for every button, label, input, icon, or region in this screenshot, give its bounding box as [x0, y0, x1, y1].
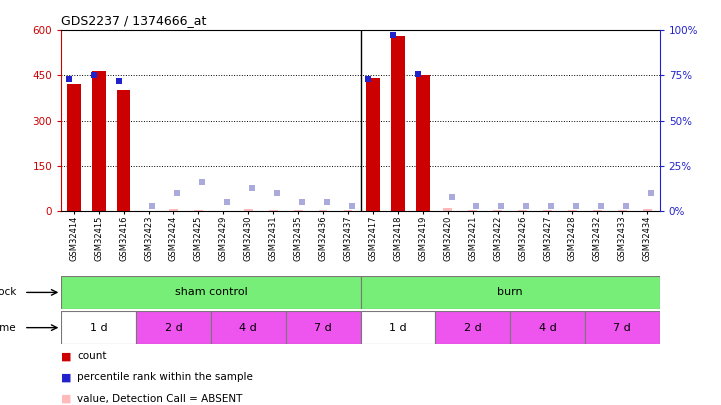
Bar [92, 71, 105, 211]
Bar [618, 210, 627, 211]
Bar [510, 311, 585, 344]
Bar [61, 276, 360, 309]
Bar [344, 210, 353, 211]
Bar [493, 210, 502, 211]
Bar [416, 75, 430, 211]
Text: percentile rank within the sample: percentile rank within the sample [77, 373, 253, 382]
Text: 4 d: 4 d [539, 323, 557, 333]
Bar [543, 210, 552, 211]
Bar [643, 209, 652, 211]
Text: 1 d: 1 d [90, 323, 107, 333]
Bar [585, 311, 660, 344]
Bar [286, 311, 360, 344]
Bar [469, 210, 477, 211]
Text: 2 d: 2 d [464, 323, 482, 333]
Bar [435, 311, 510, 344]
Text: shock: shock [0, 288, 17, 297]
Bar [593, 210, 602, 211]
Bar [360, 311, 435, 344]
Bar [211, 311, 286, 344]
Bar [568, 210, 577, 211]
Text: 4 d: 4 d [239, 323, 257, 333]
Text: value, Detection Call = ABSENT: value, Detection Call = ABSENT [77, 394, 242, 403]
Bar [67, 84, 81, 211]
Bar [293, 210, 303, 211]
Text: count: count [77, 352, 107, 361]
Bar [391, 36, 404, 211]
Bar [117, 90, 131, 211]
Text: 1 d: 1 d [389, 323, 407, 333]
Bar [366, 78, 380, 211]
Bar [244, 209, 252, 211]
Text: ■: ■ [61, 352, 72, 361]
Text: ■: ■ [61, 394, 72, 403]
Bar [360, 276, 660, 309]
Bar [518, 210, 527, 211]
Text: ■: ■ [61, 373, 72, 382]
Bar [136, 311, 211, 344]
Bar [319, 210, 327, 211]
Text: 7 d: 7 d [614, 323, 631, 333]
Text: 2 d: 2 d [164, 323, 182, 333]
Text: burn: burn [497, 288, 523, 297]
Text: time: time [0, 323, 17, 333]
Text: 7 d: 7 d [314, 323, 332, 333]
Text: sham control: sham control [174, 288, 247, 297]
Bar [61, 311, 136, 344]
Bar [269, 210, 278, 211]
Bar [443, 209, 452, 211]
Text: GDS2237 / 1374666_at: GDS2237 / 1374666_at [61, 14, 207, 27]
Bar [169, 209, 178, 211]
Bar [194, 210, 203, 211]
